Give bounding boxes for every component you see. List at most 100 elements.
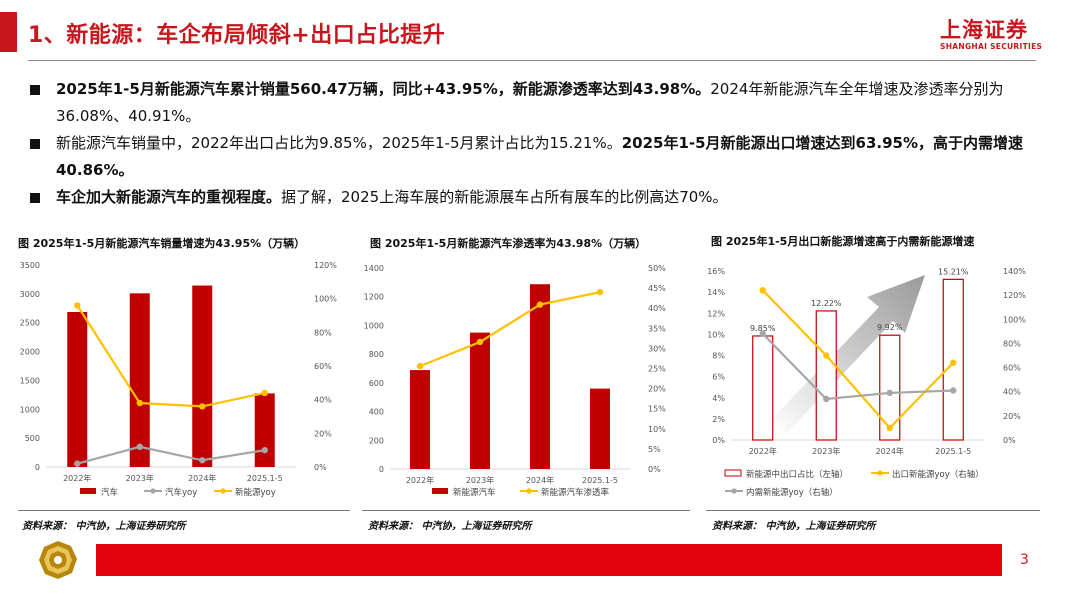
x-axis-tick-label: 2025.1-5: [247, 474, 283, 483]
bullet-square-icon: [30, 139, 40, 149]
bar: [590, 388, 610, 469]
bar: [67, 311, 88, 467]
y-axis-tick-label: 200: [369, 436, 384, 445]
chart-panel-sales: 图 2025年1-5月新能源汽车销量增速为43.95%（万辆） 0 500 1000…: [18, 235, 348, 500]
y-axis-tick-label: 600: [369, 379, 384, 388]
bullet-item: 新能源汽车销量中，2022年出口占比为9.85%，2025年1-5月累计占比为1…: [28, 130, 1028, 184]
legend-label: 汽车: [101, 487, 118, 498]
y2-axis-tick-label: 60%: [1003, 364, 1021, 373]
footer-bar: [96, 544, 1002, 576]
y2-axis-tick-label: 40%: [1003, 388, 1021, 397]
line-point: [74, 460, 81, 467]
x-axis-tick-label: 2022年: [749, 446, 777, 456]
legend-label: 出口新能源yoy（右轴）: [892, 469, 984, 480]
y-axis-tick-label: 1000: [364, 321, 384, 330]
source-note: 资料来源： 中汽协，上海证券研究所: [712, 521, 876, 532]
x-axis-tick-label: 2024年: [876, 446, 904, 456]
y-axis-tick-label: 8%: [712, 352, 725, 361]
legend-swatch-marker: [731, 488, 737, 494]
company-emblem-icon: [39, 541, 77, 579]
y2-axis-tick-label: 20%: [314, 429, 332, 438]
legend-swatch-marker: [526, 488, 532, 494]
y2-axis-tick-label: 140%: [1003, 267, 1026, 276]
line-point: [596, 288, 604, 296]
x-axis-tick-label: 2022年: [63, 473, 91, 483]
y-axis-tick-label: 2000: [20, 348, 40, 357]
source-note: 资料来源： 中汽协，上海证券研究所: [22, 521, 186, 532]
y-axis-tick-label: 400: [369, 408, 384, 417]
bar: [129, 293, 150, 467]
page-title: 1、新能源：车企布局倾斜+出口占比提升: [28, 23, 446, 48]
growth-arrow-icon: [771, 275, 925, 433]
y-axis-tick-label: 4%: [712, 394, 725, 403]
legend-swatch-marker: [877, 470, 883, 476]
series-line: [761, 333, 954, 401]
bullet-text-bold: 2025年1-5月新能源汽车累计销量560.47万辆，同比+43.95%，新能源…: [56, 80, 711, 98]
line-point: [823, 352, 830, 359]
y-axis-tick-label: 16%: [707, 267, 725, 276]
y2-axis-tick-label: 120%: [1003, 291, 1026, 300]
legend-swatch: [80, 488, 96, 494]
bar-data-label: 12.22%: [811, 299, 842, 308]
series-line: [76, 304, 265, 408]
line-point: [886, 424, 893, 432]
bullet-item: 车企加大新能源汽车的重视程度。据了解，2025上海车展的新能源展车占所有展车的比…: [28, 184, 1028, 211]
line-point: [136, 399, 143, 407]
y2-axis-tick-label: 20%: [1003, 412, 1021, 421]
legend-label: 内需新能源yoy（右轴）: [746, 487, 838, 498]
legend-swatch-marker: [220, 488, 226, 494]
line-point: [950, 359, 957, 366]
y2-axis-tick-label: 15%: [648, 405, 666, 414]
x-axis-tick-label: 2024年: [526, 475, 554, 485]
y-axis-tick-label: 12%: [707, 309, 725, 318]
y-axis-tick-label: 0: [35, 463, 40, 472]
line-point: [261, 389, 268, 397]
bar: [530, 284, 550, 469]
bar: [752, 335, 774, 441]
line-point: [886, 389, 893, 397]
source-divider: [18, 510, 350, 511]
legend-label: 新能源汽车渗透率: [541, 487, 610, 498]
y-axis-tick-label: 800: [369, 350, 384, 359]
y2-axis-tick-label: 45%: [648, 284, 666, 293]
bar: [192, 285, 213, 467]
source-note: 资料来源： 中汽协，上海证券研究所: [368, 521, 532, 532]
bullet-text-bold: 车企加大新能源汽车的重视程度。: [56, 188, 282, 206]
legend-label: 汽车yoy: [165, 487, 197, 498]
legend-label: 新能源yoy: [235, 487, 276, 498]
title-accent-bar: [0, 12, 17, 52]
legend-swatch: [432, 488, 448, 494]
series-line: [76, 445, 265, 465]
bullet-text: 新能源汽车销量中，2022年出口占比为9.85%，2025年1-5月累计占比为1…: [56, 134, 622, 152]
y-axis-tick-label: 1200: [364, 293, 384, 302]
x-axis-tick-label: 2024年: [188, 473, 216, 483]
y-axis-tick-label: 14%: [707, 288, 725, 297]
y-axis-tick-label: 6%: [712, 373, 725, 382]
y2-axis-tick-label: 40%: [314, 396, 332, 405]
y-axis-tick-label: 10%: [707, 330, 725, 339]
y2-axis-tick-label: 30%: [648, 344, 666, 353]
y-axis-tick-label: 2%: [712, 415, 725, 424]
bullet-text: 据了解，2025上海车展的新能源展车占所有展车的比例高达70%。: [281, 188, 728, 206]
bullet-item: 2025年1-5月新能源汽车累计销量560.47万辆，同比+43.95%，新能源…: [28, 76, 1028, 130]
y2-axis-tick-label: 5%: [648, 445, 661, 454]
legend-label: 新能源汽车: [453, 487, 496, 498]
y2-axis-tick-label: 35%: [648, 324, 666, 333]
y2-axis-tick-label: 100%: [314, 295, 337, 304]
y-axis-tick-label: 1500: [20, 376, 40, 385]
chart-sales-svg: 0 500 1000 1500 2000 2500 3000 3500 0% 20% 40% 60% 8…: [20, 261, 338, 498]
bar-data-label: 9.92%: [877, 323, 903, 332]
legend-swatch-marker: [150, 488, 156, 494]
bar-data-label: 9.85%: [750, 324, 776, 333]
bullet-list: 2025年1-5月新能源汽车累计销量560.47万辆，同比+43.95%，新能源…: [28, 76, 1028, 211]
y2-axis-tick-label: 20%: [648, 385, 666, 394]
line-point: [950, 387, 957, 394]
x-axis-tick-label: 2025.1-5: [935, 447, 971, 456]
logo-text-cn: 上海证券: [940, 18, 1028, 42]
line-point: [74, 302, 81, 309]
bar: [815, 310, 837, 441]
x-axis-tick-label: 2022年: [406, 475, 434, 485]
line-point: [199, 457, 206, 464]
line-point: [759, 330, 766, 337]
bullet-square-icon: [30, 193, 40, 203]
